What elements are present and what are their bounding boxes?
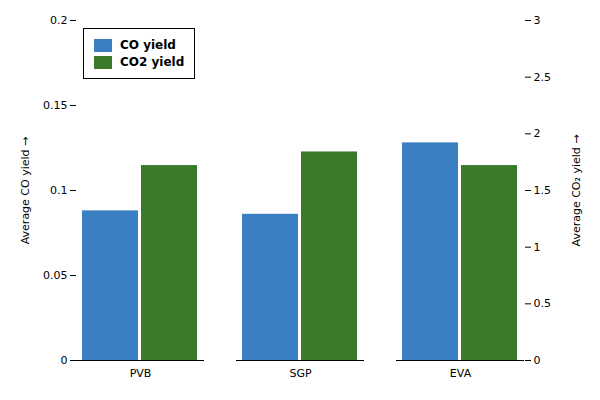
svg-text:2: 2 <box>534 127 541 140</box>
svg-text:Average CO₂ yield →: Average CO₂ yield → <box>570 135 583 247</box>
svg-text:0: 0 <box>61 354 68 367</box>
html-text:CO yield: CO yield <box>120 38 176 52</box>
svg-text:EVA: EVA <box>450 367 472 380</box>
svg-text:2.5: 2.5 <box>534 71 552 84</box>
svg-text:PVB: PVB <box>130 367 152 380</box>
svg-text:0.05: 0.05 <box>43 269 68 282</box>
svg-text:0: 0 <box>534 354 541 367</box>
svg-text:0.15: 0.15 <box>43 99 68 112</box>
svg-text:0.5: 0.5 <box>534 297 552 310</box>
svg-text:1: 1 <box>534 241 541 254</box>
svg-text:Average CO yield →: Average CO yield → <box>19 137 32 245</box>
svg-text:SGP: SGP <box>289 367 312 380</box>
svg-text:0.1: 0.1 <box>50 184 68 197</box>
svg-text:0.2: 0.2 <box>50 14 68 27</box>
html-text:CO2 yield: CO2 yield <box>120 55 185 69</box>
svg-text:1.5: 1.5 <box>534 184 552 197</box>
svg-text:3: 3 <box>534 14 541 27</box>
